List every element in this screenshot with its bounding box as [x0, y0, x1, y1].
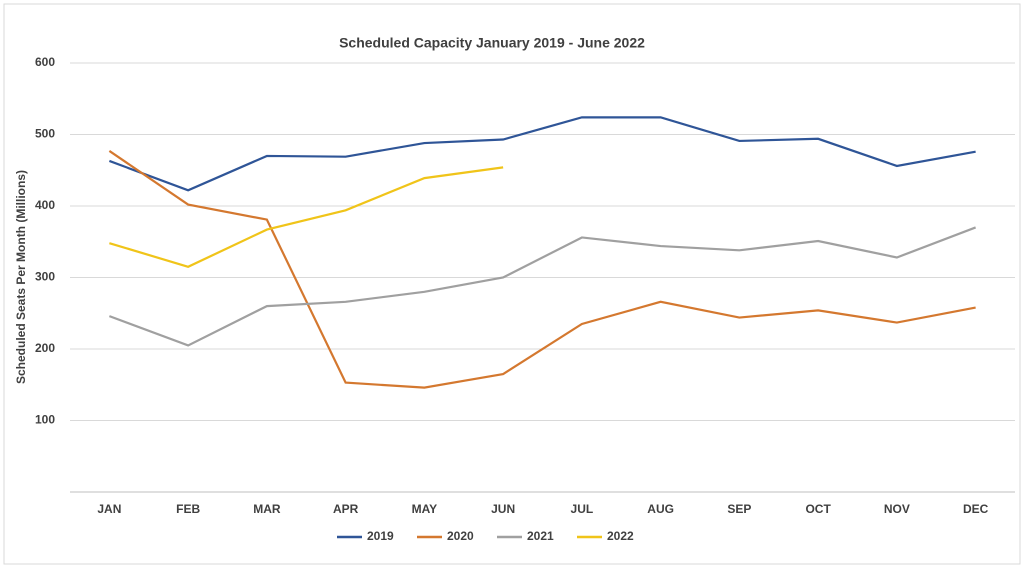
- y-tick-label: 100: [35, 413, 55, 427]
- legend-label: 2019: [367, 529, 394, 543]
- y-axis-label: Scheduled Seats Per Month (Millions): [14, 170, 28, 384]
- chart-title: Scheduled Capacity January 2019 - June 2…: [339, 35, 645, 51]
- x-tick-label: NOV: [884, 502, 910, 516]
- y-tick-label: 300: [35, 270, 55, 284]
- x-tick-label: JUN: [491, 502, 515, 516]
- y-tick-label: 500: [35, 127, 55, 141]
- legend-label: 2022: [607, 529, 634, 543]
- x-tick-label: APR: [333, 502, 359, 516]
- y-tick-label: 600: [35, 55, 55, 69]
- x-tick-label: SEP: [727, 502, 751, 516]
- x-tick-label: FEB: [176, 502, 200, 516]
- line-series: [108, 226, 977, 347]
- line-series: [108, 116, 976, 192]
- x-tick-label: OCT: [805, 502, 831, 516]
- y-tick-label: 400: [35, 198, 55, 212]
- legend-label: 2020: [447, 529, 474, 543]
- x-tick-label: DEC: [963, 502, 989, 516]
- x-tick-label: JAN: [97, 502, 121, 516]
- line-series: [109, 166, 504, 268]
- x-tick-label: AUG: [647, 502, 674, 516]
- chart-border: [3, 3, 1021, 565]
- x-tick-label: JUL: [571, 502, 594, 516]
- line-series: [108, 150, 976, 389]
- legend-label: 2021: [527, 529, 554, 543]
- x-tick-label: MAY: [412, 502, 438, 516]
- x-tick-label: MAR: [253, 502, 281, 516]
- y-tick-label: 200: [35, 341, 55, 355]
